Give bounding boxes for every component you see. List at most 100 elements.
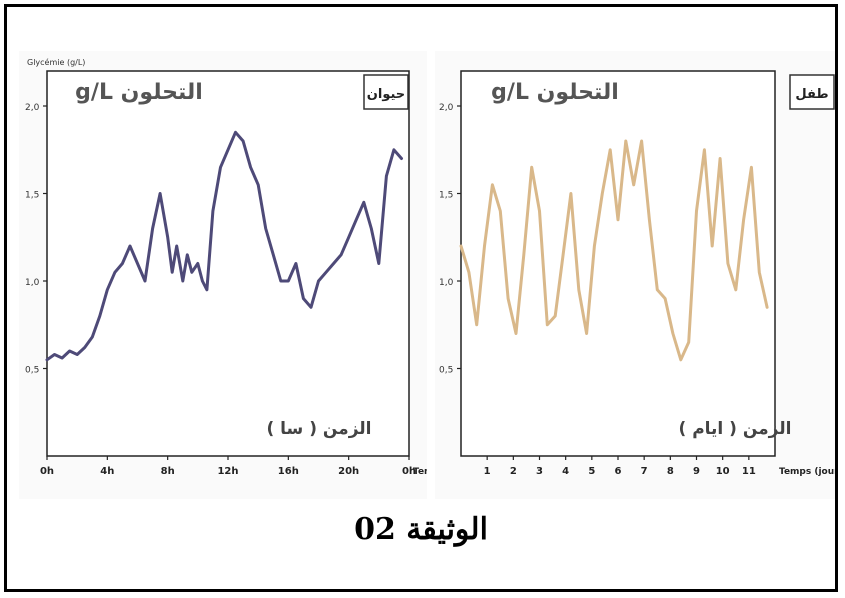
data-point [129,245,131,247]
y-tick-label: 1,5 [25,191,39,201]
data-point [249,166,252,169]
data-point [750,166,753,169]
data-point [625,140,627,142]
top-band [7,7,835,47]
document-frame: Glycémie (g/L) 0,5 1,0 1,5 2,0 0h 4h 8h 12h 16h 20… [4,4,838,592]
data-point [91,336,94,338]
data-point [483,245,486,247]
data-point [734,288,737,291]
x-tick-label: 7 [641,466,648,477]
data-point [727,262,729,265]
data-point [593,245,596,247]
data-point [546,323,549,326]
x-tick-label: 8 [667,466,674,477]
chart-panel-left: Glycémie (g/L) 0,5 1,0 1,5 2,0 0h 4h 8h 12h 16h 20… [19,51,445,499]
data-point [742,218,745,221]
x-tick-label: 11 [742,466,756,477]
data-point [46,358,48,361]
data-point [648,218,651,221]
chart-panel-right: 0,5 1,0 1,5 2,0 1 2 3 4 5 6 7 8 9 10 11 Temps (jours) ال… [435,51,835,499]
data-point [385,175,388,177]
data-point [687,341,690,344]
x-tick-label: 20h [338,466,359,477]
data-point [191,271,193,274]
data-point [83,346,86,349]
data-point [295,262,297,265]
data-point [68,350,71,352]
data-point [159,192,161,195]
data-point [166,236,169,239]
x-tick-label: 2 [510,466,517,477]
data-point [272,253,275,256]
data-point [468,271,470,274]
y-tick-label: 1,0 [439,278,454,288]
data-point [287,280,290,282]
data-point [378,262,380,265]
data-point [711,245,713,247]
data-point [201,280,204,282]
data-point [227,148,229,151]
x-axis-note: الزمن ( سا ) [266,419,371,439]
data-point [672,332,674,335]
data-point [257,183,259,186]
data-point [61,357,63,359]
data-point [491,183,494,186]
series-line [459,139,769,362]
data-point [310,306,312,309]
data-point [656,288,659,291]
x-axis-note: الزمن ( ايام ) [679,419,792,439]
data-point [632,183,635,186]
data-point [175,245,178,247]
data-point [617,218,619,221]
data-point [264,227,267,230]
data-point [206,288,208,291]
y-tick-label: 2,0 [439,103,454,113]
data-point [362,201,365,204]
data-point [302,297,305,300]
data-point [106,288,109,291]
data-point [601,192,604,195]
x-tick-label: 0h [40,466,54,477]
data-point [577,288,580,291]
x-tick-label: 9 [693,466,700,477]
data-point [234,131,237,134]
data-point [507,297,509,300]
data-point [554,315,556,317]
data-point [219,166,222,169]
data-point [144,280,146,282]
corner-box [789,74,835,110]
data-point [609,148,611,151]
data-point [523,253,525,256]
x-tick-label: 8h [161,466,175,477]
data-point [758,271,761,274]
data-point [136,262,139,265]
x-tick-label: 6 [615,466,622,477]
data-point [515,332,517,335]
corner-box [363,74,409,110]
data-point [347,236,350,239]
data-point [53,353,56,356]
plot-area [460,70,776,457]
data-point [181,280,184,282]
x-axis-label: Temps (jours) [779,467,835,477]
data-point [370,227,373,230]
data-point [640,140,643,142]
data-point [499,210,502,212]
chart-right-svg: 0,5 1,0 1,5 2,0 1 2 3 4 5 6 7 8 9 10 11 Temps (jours) ال… [439,70,835,477]
y-axis-label: Glycémie (g/L) [27,57,85,67]
data-point [98,315,101,317]
y-tick-label: 0,5 [25,366,39,376]
data-point [562,253,564,256]
chart-title: التحلون g/L [75,80,203,105]
corner-box-label: حيوان [367,87,405,102]
data-point [171,271,173,274]
data-point [703,148,706,151]
x-tick-label: 4 [562,466,569,477]
data-point [570,192,572,195]
data-point [766,306,768,309]
x-tick-label: 3 [536,466,543,477]
x-tick-label: 5 [588,466,595,477]
data-point [121,262,124,265]
data-point [719,157,721,160]
data-point [212,210,214,212]
